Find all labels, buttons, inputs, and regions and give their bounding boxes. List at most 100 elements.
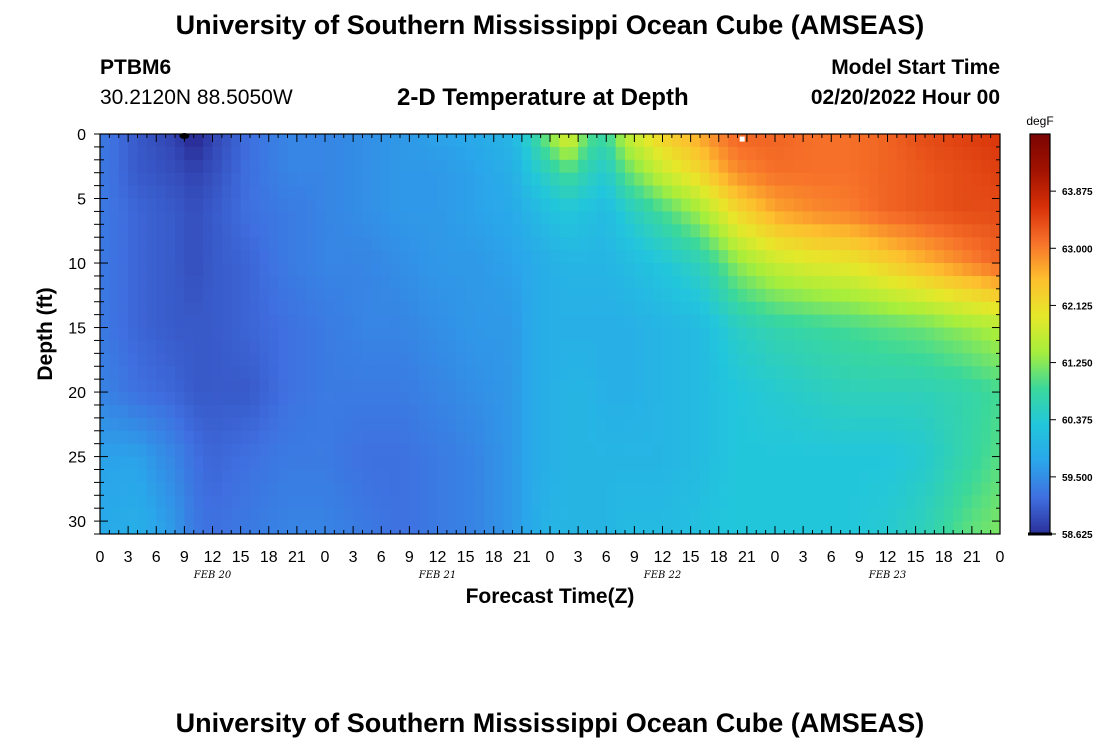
heatmap-cell	[362, 443, 373, 458]
heatmap-cell	[456, 250, 467, 264]
heatmap-cell	[203, 172, 214, 187]
heatmap-cell	[550, 314, 560, 329]
heatmap-cell	[559, 417, 570, 432]
heatmap-cell	[803, 430, 814, 445]
heatmap-cell	[606, 379, 617, 393]
heatmap-cell	[671, 521, 682, 534]
heatmap-cell	[990, 275, 1000, 290]
heatmap-cell	[531, 392, 542, 406]
heatmap-cell	[409, 159, 420, 174]
heatmap-cell	[596, 224, 607, 238]
heatmap-cell	[625, 159, 635, 174]
heatmap-cell	[137, 404, 148, 419]
heatmap-cell	[315, 430, 326, 445]
heatmap-cell	[606, 353, 617, 367]
heatmap-cell	[671, 314, 682, 329]
heatmap-cell	[512, 314, 523, 329]
heatmap-cell	[568, 456, 579, 471]
heatmap-cell	[268, 456, 279, 471]
heatmap-cell	[981, 443, 992, 458]
heatmap-cell	[568, 366, 579, 380]
heatmap-cell	[653, 198, 664, 213]
heatmap-cell	[325, 301, 335, 316]
heatmap-cell	[662, 198, 673, 213]
heatmap-cell	[831, 134, 842, 148]
heatmap-cell	[128, 379, 139, 393]
heatmap-cell	[165, 327, 176, 342]
heatmap-cell	[746, 198, 757, 213]
heatmap-cell	[775, 172, 785, 187]
heatmap-cell	[896, 288, 907, 303]
heatmap-cell	[212, 430, 223, 445]
heatmap-cell	[221, 327, 232, 342]
heatmap-cell	[596, 469, 607, 483]
heatmap-cell	[203, 159, 214, 174]
heatmap-cell	[371, 495, 382, 509]
heatmap-cell	[315, 185, 326, 200]
heatmap-cell	[184, 159, 195, 174]
y-tick-label: 10	[68, 256, 86, 273]
heatmap-cell	[868, 430, 879, 445]
heatmap-cell	[400, 482, 410, 496]
x-date-label: FEB 21	[418, 570, 457, 581]
heatmap-cell	[128, 327, 139, 342]
heatmap-cell	[587, 224, 598, 238]
heatmap-cell	[296, 146, 307, 161]
heatmap-cell	[831, 443, 842, 458]
heatmap-cell	[184, 263, 195, 277]
heatmap-cell	[400, 469, 410, 483]
heatmap-cell	[934, 469, 945, 483]
heatmap-cell	[221, 430, 232, 445]
heatmap-cell	[531, 379, 542, 393]
heatmap-cell	[718, 159, 729, 174]
heatmap-cell	[578, 495, 589, 509]
heatmap-cell	[146, 521, 157, 534]
heatmap-cell	[606, 417, 617, 432]
heatmap-cell	[400, 185, 410, 200]
heatmap-cell	[943, 198, 954, 213]
heatmap-cell	[681, 172, 692, 187]
heatmap-cell	[915, 146, 926, 161]
heatmap-cell	[137, 327, 148, 342]
heatmap-cell	[850, 392, 860, 406]
x-axis-label: Forecast Time(Z)	[466, 585, 635, 608]
heatmap-cell	[409, 250, 420, 264]
heatmap-cell	[446, 353, 457, 367]
heatmap-cell	[521, 340, 532, 354]
heatmap-cell	[953, 404, 964, 419]
heatmap-cell	[353, 495, 364, 509]
heatmap-cell	[165, 456, 176, 471]
heatmap-cell	[746, 159, 757, 174]
heatmap-cell	[962, 340, 973, 354]
heatmap-cell	[156, 146, 167, 161]
heatmap-cell	[915, 495, 926, 509]
heatmap-cell	[887, 237, 898, 251]
heatmap-cell	[240, 237, 251, 251]
heatmap-cell	[850, 430, 860, 445]
heatmap-cell	[137, 275, 148, 290]
heatmap-cell	[840, 301, 851, 316]
heatmap-cell	[231, 456, 242, 471]
heatmap-cell	[775, 430, 785, 445]
heatmap-cell	[690, 508, 701, 522]
heatmap-cell	[128, 340, 139, 354]
heatmap-cell	[709, 159, 720, 174]
heatmap-cell	[315, 417, 326, 432]
heatmap-cell	[765, 340, 776, 354]
heatmap-cell	[334, 237, 345, 251]
heatmap-cell	[934, 340, 945, 354]
heatmap-cell	[887, 392, 898, 406]
heatmap-cell	[128, 314, 139, 329]
heatmap-cell	[315, 146, 326, 161]
heatmap-cell	[681, 237, 692, 251]
heatmap-cell	[728, 482, 739, 496]
heatmap-cell	[765, 224, 776, 238]
heatmap-cell	[568, 404, 579, 419]
heatmap-cell	[165, 301, 176, 316]
heatmap-cell	[521, 314, 532, 329]
heatmap-cell	[203, 198, 214, 213]
heatmap-cell	[925, 456, 935, 471]
heatmap-cell	[915, 134, 926, 148]
heatmap-cell	[700, 288, 710, 303]
heatmap-cell	[859, 159, 870, 174]
